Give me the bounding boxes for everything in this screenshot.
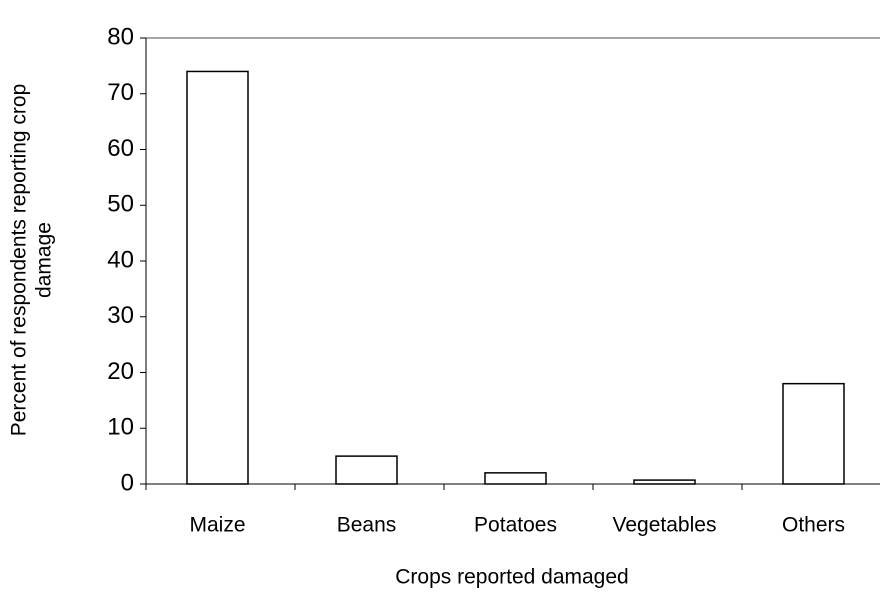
y-tick-label: 60 — [107, 135, 134, 162]
bar — [335, 455, 398, 485]
x-tick-label: Others — [782, 514, 845, 537]
bar — [782, 382, 845, 485]
y-tick-label: 30 — [107, 302, 134, 329]
y-tick-label: 80 — [107, 23, 134, 50]
y-tick-label: 20 — [107, 358, 134, 385]
y-tick-label: 70 — [107, 79, 134, 106]
bar — [186, 70, 249, 485]
y-tick-label: 0 — [121, 469, 134, 496]
x-tick-label: Vegetables — [613, 514, 717, 537]
y-tick-label: 10 — [107, 414, 134, 441]
bar — [633, 479, 696, 485]
x-tick-label: Potatoes — [474, 514, 557, 537]
x-tick-label: Maize — [189, 514, 245, 537]
x-tick-label: Beans — [337, 514, 397, 537]
y-axis-label: Percent of respondents reporting crop — [8, 84, 31, 437]
bar — [484, 472, 547, 485]
y-tick-label: 40 — [107, 246, 134, 273]
y-tick-label: 50 — [107, 191, 134, 218]
y-axis-label: damage — [33, 222, 56, 298]
x-axis-label: Crops reported damaged — [395, 566, 628, 589]
